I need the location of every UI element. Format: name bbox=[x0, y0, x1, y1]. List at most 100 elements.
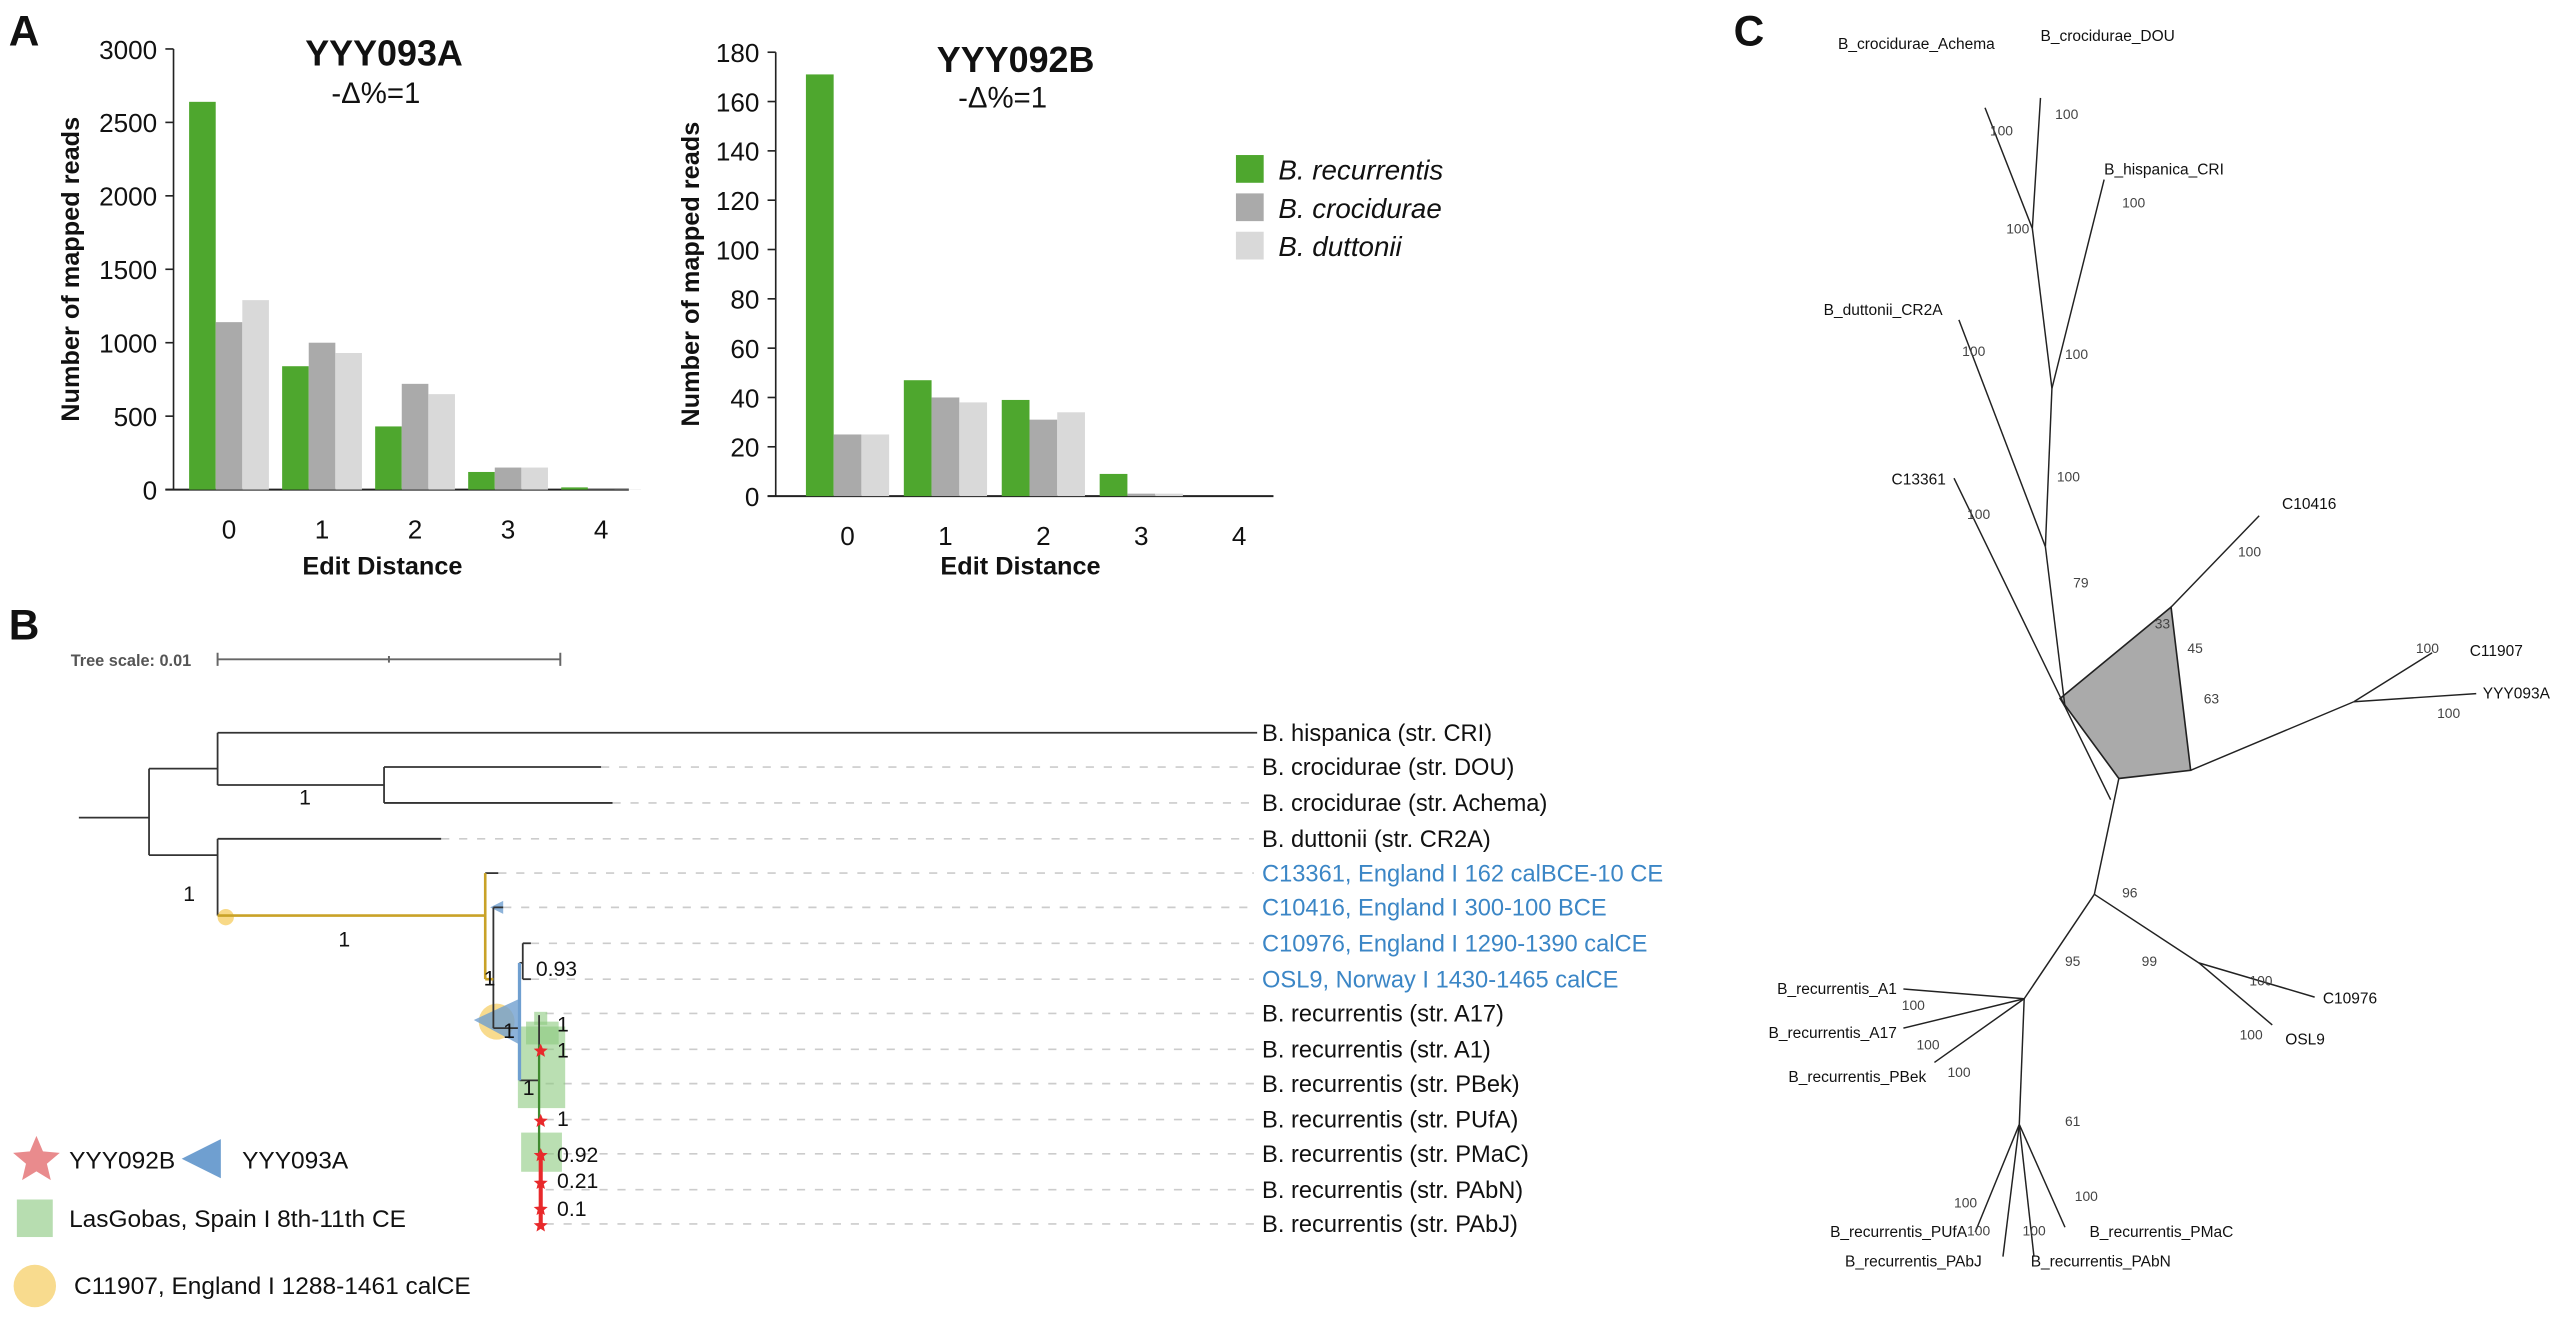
network-edge bbox=[1903, 988, 2025, 1000]
legend-label: YYY092B bbox=[69, 1147, 175, 1174]
network-edge bbox=[1903, 998, 2025, 1029]
tree-scale-bar bbox=[216, 652, 562, 666]
tree-leaf-label: C10416, England I 300-100 BCE bbox=[1262, 896, 1607, 922]
support-value: 1 bbox=[503, 1020, 515, 1043]
network-tip-label: OSL9 bbox=[2285, 1031, 2325, 1048]
chart-legend: B. recurrentis B. crocidurae B. duttonii bbox=[1235, 155, 1443, 262]
network-edge bbox=[2059, 698, 2066, 708]
tree-leaf-label: B. duttonii (str. CR2A) bbox=[1262, 827, 1491, 853]
yyy092b-star-icon bbox=[533, 1043, 548, 1057]
bar-b-recurrentis bbox=[189, 101, 216, 490]
chart-subtitle: -Δ%=1 bbox=[331, 77, 420, 110]
network-tip-label: C10976 bbox=[2323, 991, 2377, 1008]
yyy092b-star-icon bbox=[533, 1175, 548, 1190]
y-tick-label: 2500 bbox=[99, 108, 157, 138]
bar-b-duttonii bbox=[242, 300, 269, 490]
network-edge bbox=[1953, 477, 2066, 707]
support-value: 1 bbox=[338, 929, 350, 952]
square-icon bbox=[16, 1199, 53, 1238]
network-tip-label: B_recurrentis_PAbJ bbox=[1845, 1253, 1982, 1270]
network-support-value: 95 bbox=[2065, 953, 2081, 969]
network-support-value: 45 bbox=[2187, 640, 2203, 656]
tree-leaf-label: B. recurrentis (str. A17) bbox=[1262, 1002, 1504, 1028]
network-tip-label: B_crocidurae_DOU bbox=[2040, 28, 2174, 45]
network-support-value: 100 bbox=[2240, 1027, 2263, 1043]
network-support-value: 100 bbox=[1962, 343, 1985, 359]
support-value: 1 bbox=[557, 1040, 569, 1063]
network-tip-label: B_recurrentis_PBek bbox=[1788, 1069, 1926, 1086]
network-edge bbox=[2190, 701, 2355, 771]
y-tick-label: 100 bbox=[716, 235, 760, 265]
panel-letter-a: A bbox=[9, 8, 40, 55]
network-support-value: 100 bbox=[2416, 640, 2439, 656]
circle-icon bbox=[13, 1264, 57, 1308]
y-tick-label: 3000 bbox=[99, 35, 157, 65]
tree-leaf-label: OSL9, Norway I 1430-1465 calCE bbox=[1262, 967, 1618, 993]
support-value: 1 bbox=[557, 1108, 569, 1131]
bar-b-recurrentis bbox=[468, 471, 495, 490]
support-value: 1 bbox=[484, 968, 496, 991]
network-edge bbox=[2170, 515, 2260, 608]
tree-leaf-label: B. crocidurae (str. Achema) bbox=[1262, 791, 1547, 817]
x-tick-label: 0 bbox=[840, 521, 855, 551]
network-tip-label: B_hispanica_CRI bbox=[2104, 162, 2224, 179]
bar-chart-yyy093a: YYY093A -Δ%=1 Number of mapped reads Edi… bbox=[57, 33, 642, 580]
network-edge bbox=[2353, 692, 2477, 703]
network-support-value: 100 bbox=[1967, 1222, 1990, 1238]
panel-letter-b: B bbox=[9, 602, 40, 649]
bar-b-recurrentis bbox=[1099, 473, 1128, 497]
x-tick-label: 0 bbox=[222, 515, 237, 545]
legend-swatch bbox=[1235, 231, 1264, 260]
y-tick-label: 2000 bbox=[99, 182, 157, 212]
bar-b-recurrentis bbox=[561, 487, 588, 490]
network-support-value: 99 bbox=[2142, 953, 2158, 969]
tree-leaf-label: B. recurrentis (str. PMaC) bbox=[1262, 1142, 1529, 1168]
network-support-value: 100 bbox=[2122, 194, 2145, 210]
network-support-value: 61 bbox=[2065, 1113, 2081, 1129]
bar-b-crocidurae bbox=[494, 467, 522, 490]
bar-b-duttonii bbox=[861, 434, 890, 497]
network-tip-label: B_recurrentis_PUfA bbox=[1830, 1224, 1968, 1241]
bar-b-crocidurae bbox=[401, 383, 429, 490]
network-edge bbox=[2018, 1124, 2066, 1228]
chart-title: YYY092B bbox=[937, 40, 1095, 80]
x-tick-label: 1 bbox=[938, 521, 953, 551]
y-tick-label: 0 bbox=[143, 475, 158, 505]
tree-leaf-label: B. recurrentis (str. PAbN) bbox=[1262, 1178, 1523, 1204]
yyy093a-triangle-icon bbox=[473, 998, 520, 1045]
network-support-value: 100 bbox=[2437, 705, 2460, 721]
network-tip-label: C10416 bbox=[2282, 496, 2336, 513]
x-tick-label: 3 bbox=[501, 515, 516, 545]
bar-b-recurrentis bbox=[903, 380, 932, 497]
bar-b-crocidurae bbox=[833, 434, 862, 497]
x-axis-label: Edit Distance bbox=[940, 552, 1100, 580]
y-tick-label: 20 bbox=[730, 433, 759, 463]
y-tick-label: 60 bbox=[730, 334, 759, 364]
network-support-value: 100 bbox=[1967, 506, 1990, 522]
legend-swatch bbox=[1235, 155, 1264, 183]
lasgobas-square-icon bbox=[526, 1021, 559, 1045]
y-tick-label: 160 bbox=[716, 87, 760, 117]
x-axis-label: Edit Distance bbox=[302, 552, 462, 580]
legend-swatch bbox=[1235, 193, 1264, 222]
chart-subtitle: -Δ%=1 bbox=[958, 82, 1047, 115]
reticulation-box bbox=[2058, 605, 2192, 780]
network-support-value: 79 bbox=[2073, 575, 2089, 591]
network-edge bbox=[2198, 962, 2273, 1026]
network-edge bbox=[2018, 998, 2025, 1125]
bar-b-crocidurae bbox=[1029, 419, 1058, 497]
network-edge bbox=[2044, 388, 2053, 547]
network-support-value: 100 bbox=[1916, 1036, 1939, 1052]
network-support-value: 100 bbox=[1947, 1064, 1970, 1080]
support-value: 0.1 bbox=[557, 1198, 586, 1221]
network-edge bbox=[2031, 228, 2053, 389]
y-tick-label: 80 bbox=[730, 285, 759, 315]
network-support-value: 100 bbox=[2006, 220, 2029, 236]
x-tick-label: 3 bbox=[1134, 521, 1149, 551]
legend-label: B. crocidurae bbox=[1278, 193, 1441, 224]
x-tick-label: 4 bbox=[594, 515, 609, 545]
network-edge bbox=[1974, 1124, 2020, 1233]
bar-b-duttonii bbox=[335, 352, 362, 490]
network-edge bbox=[2023, 893, 2095, 1000]
